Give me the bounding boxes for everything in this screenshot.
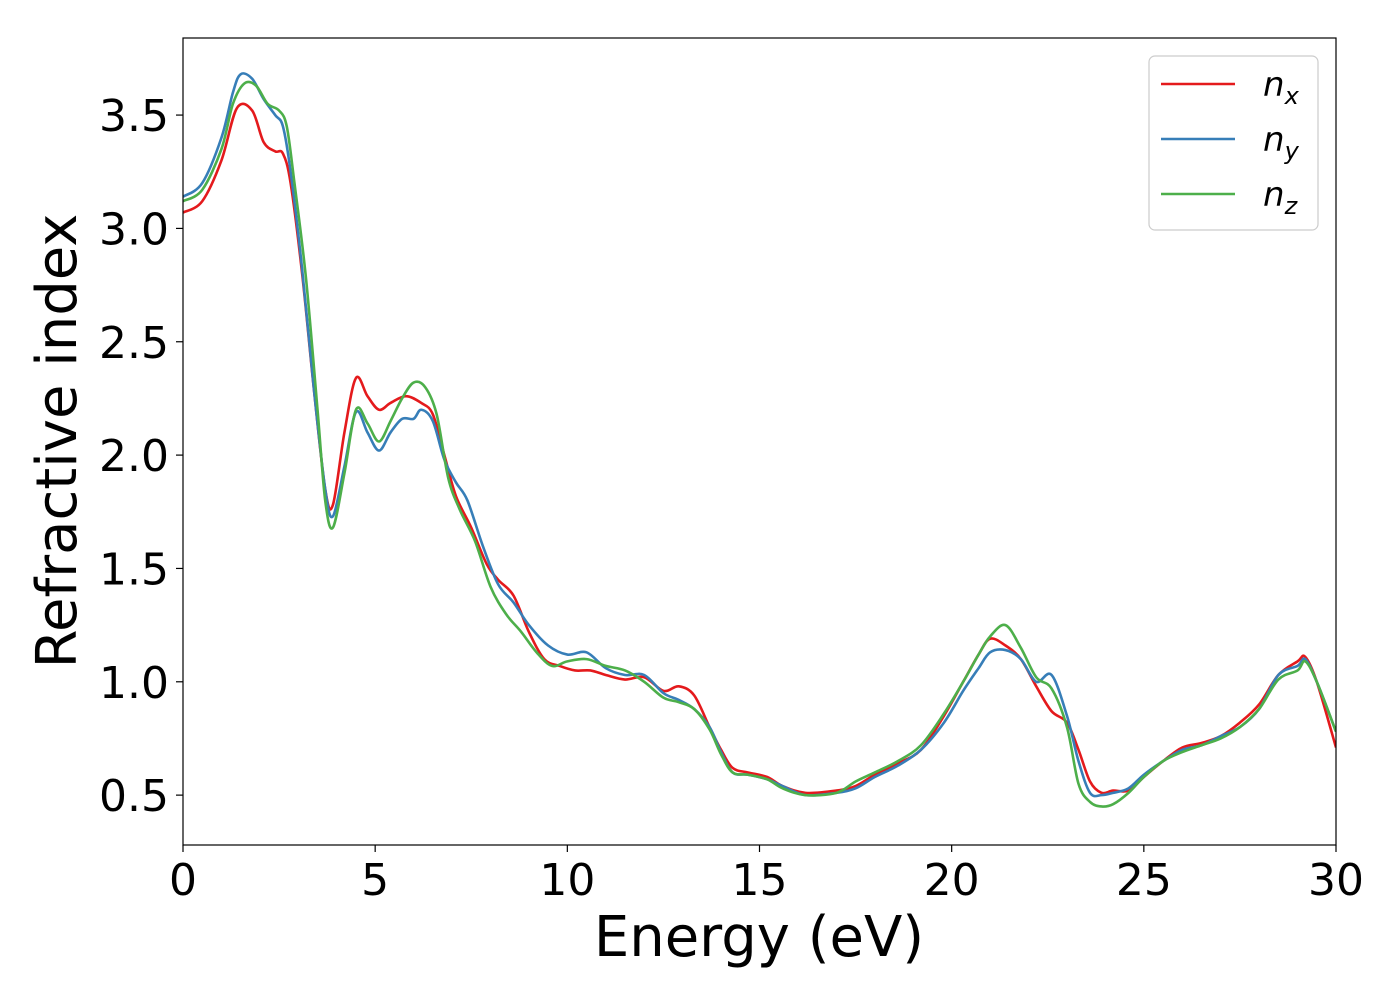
legend-box (1148, 55, 1319, 231)
legend-label-n-z: nz (1263, 175, 1299, 220)
y-tick-label: 2.0 (99, 431, 169, 482)
y-tick-label: 1.0 (99, 658, 169, 709)
x-tick-label: 10 (539, 855, 595, 906)
y-axis-title: Refractive index (25, 214, 90, 669)
series-layer (183, 72, 1336, 808)
x-tick-label: 0 (169, 855, 197, 906)
x-tick-label: 25 (1116, 855, 1172, 906)
legend: nx ny nz (1148, 55, 1319, 231)
x-axis-ticks: 0 5 10 15 20 25 30 (169, 845, 1364, 906)
x-tick-label: 15 (732, 855, 788, 906)
legend-label-n-x: nx (1263, 65, 1300, 110)
y-tick-label: 0.5 (99, 771, 169, 822)
y-tick-label: 2.5 (99, 318, 169, 369)
x-tick-label: 30 (1308, 855, 1364, 906)
legend-label-n-y: ny (1263, 120, 1300, 165)
y-tick-label: 1.5 (99, 544, 169, 595)
series-line-n-z (183, 80, 1336, 808)
x-axis-title: Energy (eV) (594, 905, 924, 970)
y-tick-label: 3.5 (99, 91, 169, 142)
y-axis-ticks: 0.5 1.0 1.5 2.0 2.5 3.0 3.5 (99, 91, 183, 822)
y-tick-label: 3.0 (99, 204, 169, 255)
x-tick-label: 20 (924, 855, 980, 906)
x-tick-label: 5 (361, 855, 389, 906)
